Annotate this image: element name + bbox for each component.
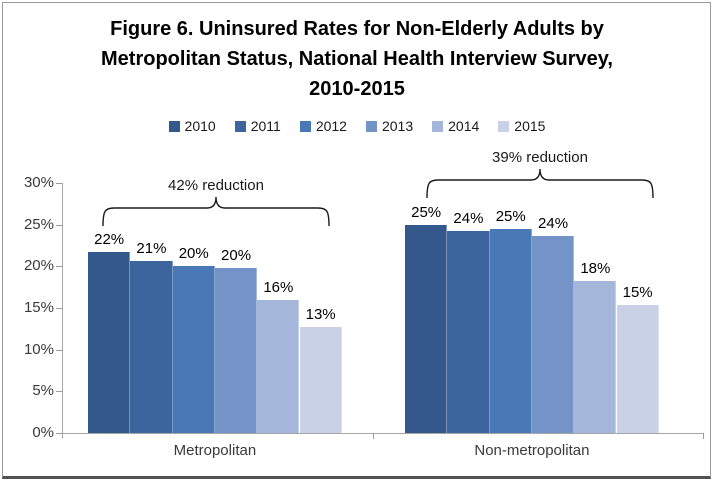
legend-swatch-2012 (299, 120, 311, 132)
bar-2011-non-metropolitan (447, 231, 490, 433)
annotation-text-2: 39% reduction (492, 149, 588, 166)
x-category-label-non-metropolitan: Non-metropolitan (474, 442, 590, 459)
y-tick-label-20%: 20% (23, 257, 54, 275)
legend-swatch-2013 (365, 120, 377, 132)
y-tick-label-10%: 10% (23, 340, 54, 358)
legend-label-2014: 2014 (448, 118, 480, 134)
bar-label-2015-non-metropolitan: 15% (622, 283, 653, 301)
bar-label-2013-metropolitan: 20% (221, 247, 252, 264)
y-tick-mark (56, 349, 62, 351)
y-tick-label-25%: 25% (23, 215, 54, 233)
bar-2014-non-metropolitan (574, 280, 617, 433)
y-tick-mark (56, 183, 62, 184)
y-tick-mark (56, 266, 62, 268)
legend-swatch-2014 (432, 120, 444, 132)
bar-2013-non-metropolitan (531, 235, 575, 433)
y-tick-label-5%: 5% (32, 382, 54, 400)
chart-title-line-1: Figure 6. Uninsured Rates for Non-Elderl… (110, 18, 604, 40)
bar-label-2013-non-metropolitan: 24% (538, 214, 569, 232)
legend-label-2012: 2012 (315, 118, 347, 134)
bar-2011-metropolitan (130, 261, 173, 433)
y-axis-line (62, 183, 63, 438)
legend-label-2011: 2011 (250, 118, 281, 134)
legend-item-2014: 2014 (432, 118, 479, 134)
y-tick-mark (56, 224, 62, 226)
y-tick-label-0%: 0% (32, 424, 54, 441)
bar-label-2012-metropolitan: 20% (178, 244, 209, 262)
bar-label-2011-non-metropolitan: 24% (453, 210, 484, 228)
x-category-label-metropolitan: Metropolitan (173, 442, 257, 459)
legend-item-2015: 2015 (498, 118, 545, 134)
legend-item-2011: 2011 (234, 118, 281, 134)
x-axis-end-tick (703, 433, 704, 439)
y-tick-mark (56, 308, 62, 309)
chart-title-line-2: Metropolitan Status, National Health Int… (101, 48, 613, 70)
bar-2015-non-metropolitan (616, 304, 659, 433)
bar-2010-metropolitan (88, 252, 131, 433)
legend-item-2012: 2012 (299, 118, 347, 134)
bar-2012-metropolitan (172, 265, 215, 433)
annotation-brace-2 (426, 168, 654, 199)
bar-2015-metropolitan (299, 327, 342, 433)
bar-label-2015-metropolitan: 13% (305, 306, 336, 324)
bar-2010-non-metropolitan (405, 224, 448, 433)
y-tick-label-15%: 15% (23, 299, 54, 316)
chart-title: Figure 6. Uninsured Rates for Non-Elderl… (0, 14, 714, 104)
legend-swatch-2015 (498, 120, 510, 132)
bar-2014-metropolitan (257, 299, 300, 433)
annotation-text-1: 42% reduction (168, 177, 264, 194)
bar-label-2011-metropolitan: 21% (136, 240, 167, 258)
bar-label-2012-non-metropolitan: 25% (495, 207, 526, 225)
x-axis-line (62, 433, 703, 434)
chart-legend: 2010 2011 2012 2013 2014 2015 (0, 118, 714, 134)
chart-title-line-3: 2010-2015 (309, 78, 405, 100)
legend-item-2010: 2010 (168, 118, 216, 134)
legend-label-2015: 2015 (514, 118, 546, 134)
bar-label-2010-non-metropolitan: 25% (411, 203, 442, 221)
bar-label-2014-metropolitan: 16% (263, 278, 294, 296)
y-tick-label-30%: 30% (23, 174, 54, 191)
y-tick-mark (56, 391, 62, 393)
legend-label-2010: 2010 (184, 118, 216, 134)
bar-2012-non-metropolitan (489, 228, 532, 433)
legend-swatch-2011 (234, 120, 246, 132)
bar-label-2010-metropolitan: 22% (94, 231, 125, 249)
bar-2013-metropolitan (214, 268, 258, 433)
legend-item-2013: 2013 (365, 118, 414, 134)
x-axis-divider-tick (373, 433, 374, 439)
y-tick-mark (56, 433, 62, 434)
annotation-brace-1 (102, 196, 330, 227)
legend-label-2013: 2013 (381, 118, 414, 134)
bar-label-2014-non-metropolitan: 18% (580, 259, 611, 277)
legend-swatch-2010 (168, 120, 180, 132)
